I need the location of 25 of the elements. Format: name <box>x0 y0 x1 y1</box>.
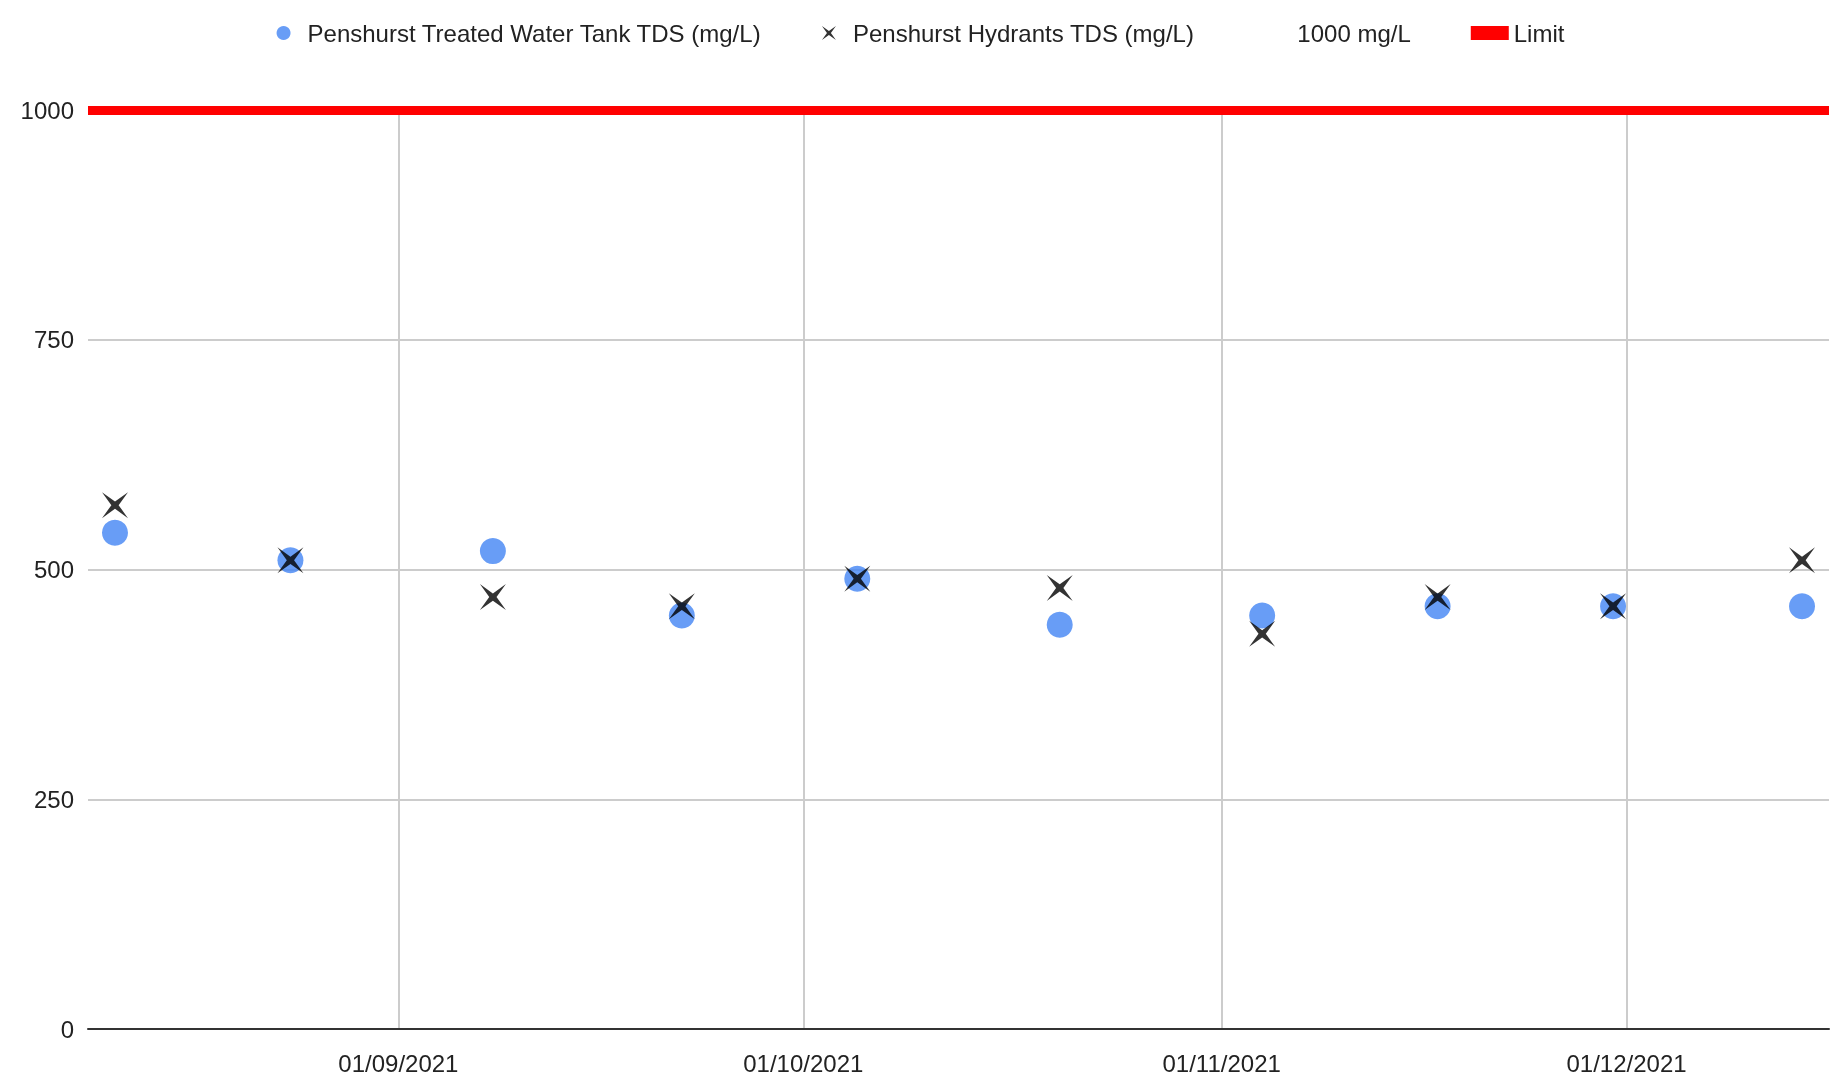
x-tick-label: 01/10/2021 <box>743 1049 864 1077</box>
point <box>668 593 695 620</box>
text: 1000 mg/L <box>1297 19 1411 47</box>
legend-label: Limit <box>1513 19 1565 47</box>
point <box>1249 602 1276 629</box>
y-tick-label: 250 <box>33 785 74 813</box>
y-tick-label: 500 <box>33 556 74 583</box>
point <box>101 492 128 519</box>
y-tick-label: 750 <box>33 326 74 354</box>
legend-label: Penshurst Hydrants TDS (mg/L) <box>852 19 1194 47</box>
y-tick-label: 1000 <box>20 96 74 124</box>
x-tick-label: 01/11/2021 <box>1162 1049 1281 1077</box>
point <box>1789 547 1816 574</box>
point <box>479 538 506 565</box>
legend-label: Penshurst Treated Water Tank TDS (mg/L) <box>307 19 761 47</box>
point <box>1046 611 1073 638</box>
point <box>102 519 128 546</box>
x-tick-label: 01/12/2021 <box>1566 1049 1687 1077</box>
x-tick-label: 01/09/2021 <box>338 1049 459 1077</box>
point <box>479 584 506 611</box>
point <box>1424 584 1451 611</box>
point <box>1789 593 1816 620</box>
point <box>1249 620 1276 647</box>
point <box>1046 574 1073 601</box>
y-tick-label: 0 <box>60 1015 74 1043</box>
